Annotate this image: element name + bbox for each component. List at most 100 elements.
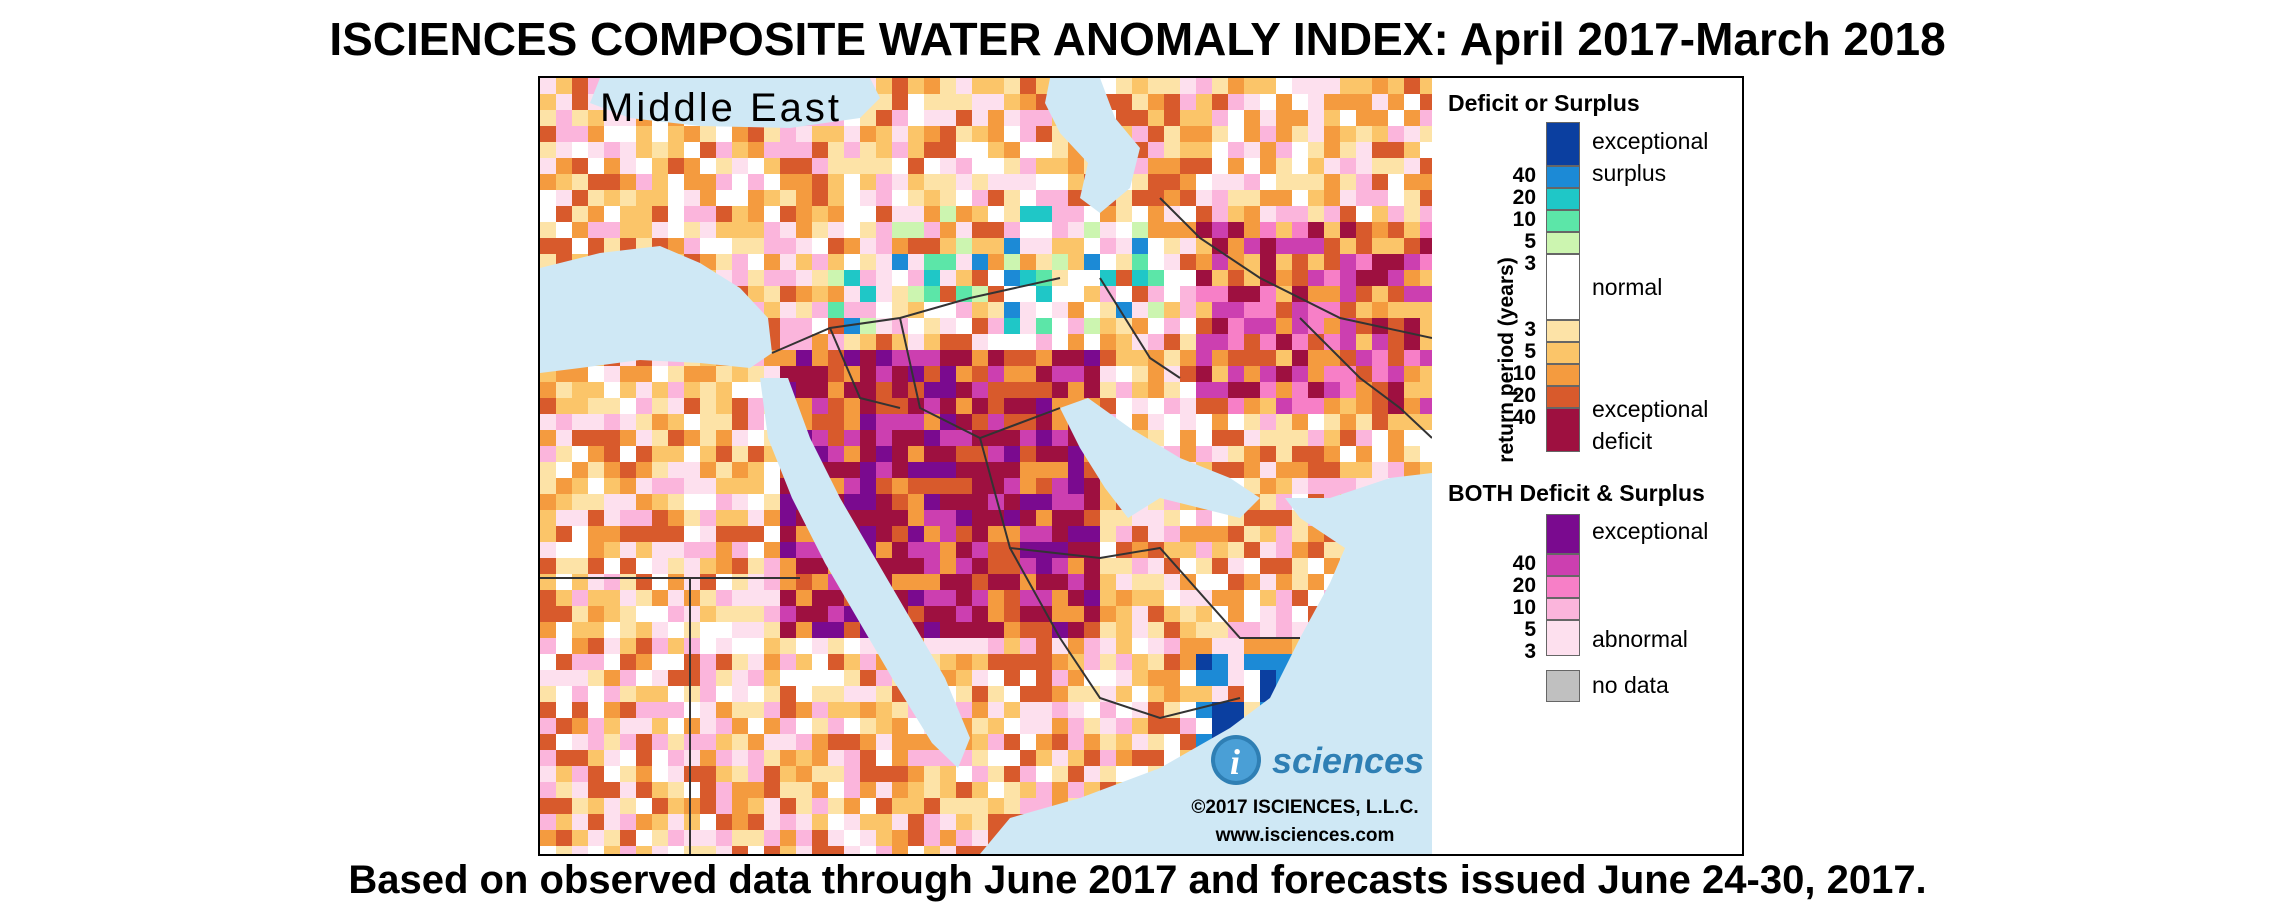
anomaly-cell (1228, 78, 1244, 94)
anomaly-cell (684, 142, 700, 158)
anomaly-cell (1324, 318, 1340, 334)
anomaly-cell (748, 254, 764, 270)
anomaly-cell (940, 254, 956, 270)
anomaly-cell (940, 446, 956, 462)
anomaly-cell (892, 398, 908, 414)
anomaly-cell (1276, 254, 1292, 270)
anomaly-cell (1308, 414, 1324, 430)
anomaly-cell (620, 414, 636, 430)
anomaly-cell (732, 382, 748, 398)
anomaly-cell (1276, 350, 1292, 366)
anomaly-cell (1404, 334, 1420, 350)
anomaly-cell (860, 318, 876, 334)
anomaly-cell (1020, 254, 1036, 270)
anomaly-cell (748, 798, 764, 814)
anomaly-cell (972, 94, 988, 110)
anomaly-cell (1004, 702, 1020, 718)
country-border (1099, 277, 1181, 379)
tick-deficit-5: 5 (1524, 340, 1536, 363)
anomaly-cell (1196, 510, 1212, 526)
anomaly-cell (1132, 190, 1148, 206)
anomaly-cell (1420, 238, 1432, 254)
anomaly-cell (924, 238, 940, 254)
anomaly-cell (780, 734, 796, 750)
anomaly-cell (748, 766, 764, 782)
anomaly-cell (876, 718, 892, 734)
anomaly-cell (828, 718, 844, 734)
anomaly-cell (972, 766, 988, 782)
anomaly-cell (972, 142, 988, 158)
anomaly-cell (812, 830, 828, 846)
anomaly-cell (684, 846, 700, 854)
anomaly-cell (732, 126, 748, 142)
anomaly-cell (1116, 238, 1132, 254)
anomaly-cell (748, 654, 764, 670)
anomaly-cell (1228, 526, 1244, 542)
anomaly-cell (1356, 462, 1372, 478)
anomaly-cell (588, 814, 604, 830)
anomaly-cell (1020, 558, 1036, 574)
anomaly-cell (1148, 670, 1164, 686)
anomaly-cell (1404, 446, 1420, 462)
anomaly-cell (1340, 414, 1356, 430)
anomaly-cell (828, 734, 844, 750)
anomaly-cell (1036, 110, 1052, 126)
anomaly-cell (1356, 398, 1372, 414)
anomaly-cell (1116, 558, 1132, 574)
anomaly-cell (1276, 158, 1292, 174)
anomaly-cell (1244, 334, 1260, 350)
anomaly-cell (956, 798, 972, 814)
anomaly-cell (988, 238, 1004, 254)
anomaly-cell (1180, 558, 1196, 574)
anomaly-cell (1308, 366, 1324, 382)
anomaly-cell (860, 238, 876, 254)
anomaly-cell (780, 158, 796, 174)
anomaly-cell (1052, 446, 1068, 462)
anomaly-cell (1196, 190, 1212, 206)
anomaly-cell (860, 526, 876, 542)
anomaly-cell (956, 782, 972, 798)
anomaly-cell (956, 494, 972, 510)
anomaly-cell (956, 126, 972, 142)
anomaly-cell (1132, 302, 1148, 318)
anomaly-cell (988, 462, 1004, 478)
anomaly-cell (1404, 270, 1420, 286)
anomaly-cell (1164, 382, 1180, 398)
anomaly-cell (1212, 254, 1228, 270)
anomaly-cell (1180, 302, 1196, 318)
anomaly-cell (732, 830, 748, 846)
anomaly-cell (684, 766, 700, 782)
anomaly-cell (1084, 734, 1100, 750)
anomaly-cell (1260, 590, 1276, 606)
anomaly-cell (1180, 190, 1196, 206)
anomaly-cell (668, 830, 684, 846)
anomaly-cell (924, 782, 940, 798)
tick-both-10: 10 (1512, 596, 1536, 619)
anomaly-cell (796, 686, 812, 702)
anomaly-cell (1212, 206, 1228, 222)
anomaly-cell (924, 350, 940, 366)
anomaly-cell (588, 126, 604, 142)
anomaly-cell (620, 206, 636, 222)
anomaly-cell (700, 238, 716, 254)
anomaly-cell (556, 622, 572, 638)
anomaly-cell (732, 414, 748, 430)
anomaly-cell (1260, 446, 1276, 462)
anomaly-cell (924, 110, 940, 126)
anomaly-cell (764, 686, 780, 702)
anomaly-cell (908, 174, 924, 190)
website-text[interactable]: www.isciences.com (1215, 825, 1395, 846)
anomaly-cell (1004, 222, 1020, 238)
anomaly-cell (1356, 110, 1372, 126)
anomaly-cell (540, 526, 556, 542)
anomaly-cell (668, 654, 684, 670)
anomaly-cell (844, 126, 860, 142)
anomaly-cell (1020, 142, 1036, 158)
anomaly-cell (844, 718, 860, 734)
anomaly-cell (1276, 110, 1292, 126)
anomaly-cell (956, 622, 972, 638)
anomaly-cell (956, 510, 972, 526)
anomaly-cell (844, 798, 860, 814)
anomaly-cell (764, 222, 780, 238)
anomaly-cell (988, 798, 1004, 814)
